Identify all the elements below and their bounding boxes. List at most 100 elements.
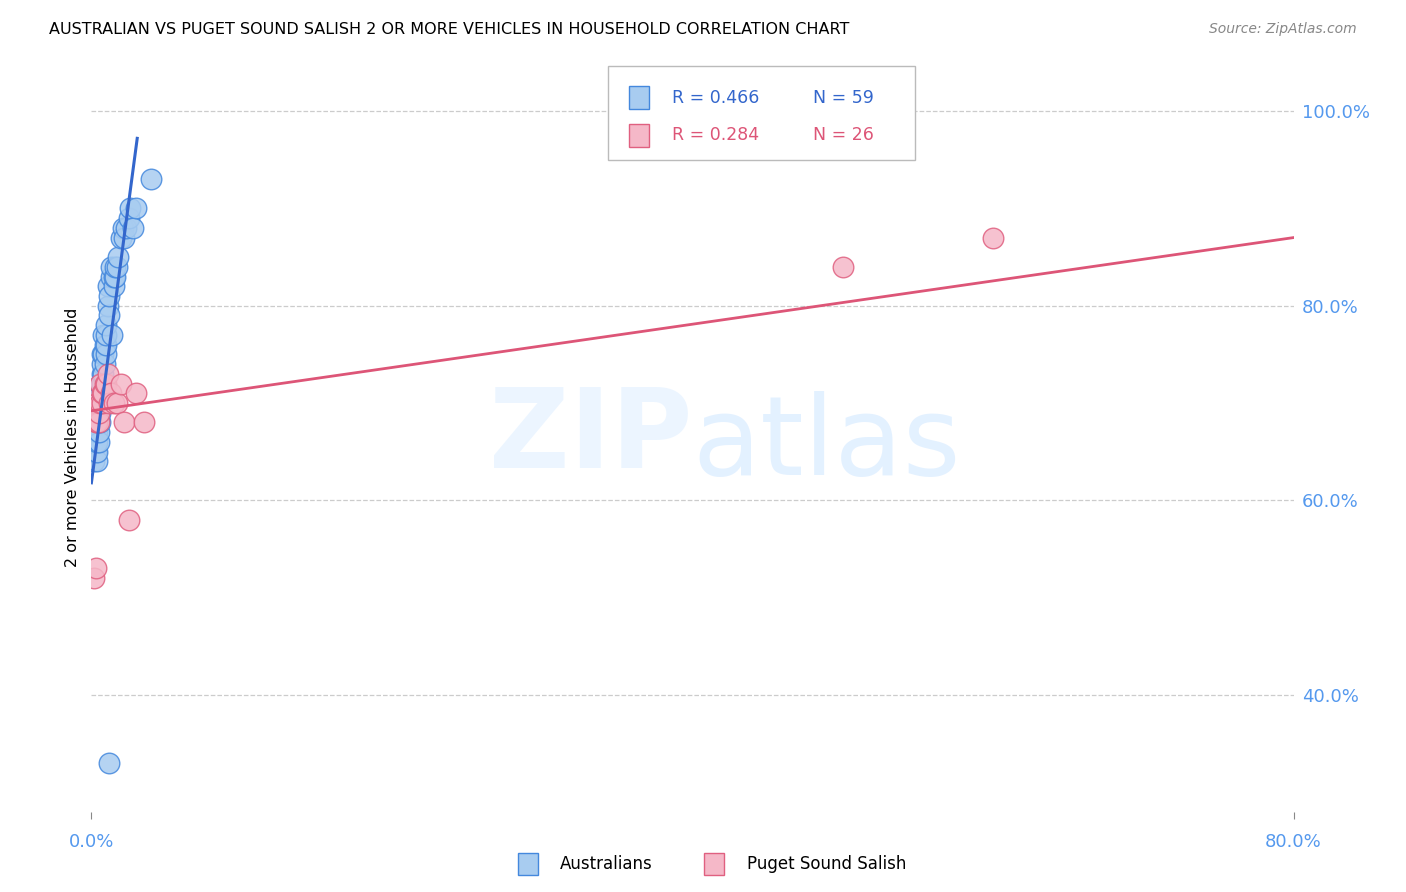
Point [94,337,117,351]
Point [87,416,110,430]
Point [90,357,112,371]
Point [86,454,108,468]
Point [86,425,108,440]
Point [122,220,145,235]
Point [90,347,112,361]
Point [98,396,121,410]
Point [96,376,118,391]
Point [125,202,148,216]
Bar [704,853,724,875]
Text: 80.0%: 80.0% [1265,833,1322,851]
Point [87,434,110,449]
Point [83,444,105,458]
Point [86,416,108,430]
Point [86,434,108,449]
Point [90,367,112,381]
Point [104,269,127,284]
Point [105,396,128,410]
Point [87,425,110,440]
Text: AUSTRALIAN VS PUGET SOUND SALISH 2 OR MORE VEHICLES IN HOUSEHOLD CORRELATION CHA: AUSTRALIAN VS PUGET SOUND SALISH 2 OR MO… [49,22,849,37]
Point [96,347,118,361]
Point [87,416,110,430]
Point [94,376,117,391]
Point [96,318,118,333]
Point [83,571,105,585]
Point [100,386,122,401]
Point [93,386,115,401]
Point [84,425,107,440]
Point [84,561,107,575]
Point [110,376,132,391]
Point [98,289,121,303]
Point [114,416,136,430]
Bar [519,853,538,875]
Point [98,756,121,770]
Point [84,416,107,430]
Text: ZIP: ZIP [489,384,692,491]
Point [141,172,163,186]
Point [93,327,115,342]
Point [84,406,107,420]
Point [89,376,111,391]
Text: R = 0.284: R = 0.284 [672,127,759,145]
Point [89,396,111,410]
Point [89,376,111,391]
Point [98,309,121,323]
FancyBboxPatch shape [609,66,915,160]
Point [86,444,108,458]
Text: Australians: Australians [560,855,652,873]
Point [132,416,155,430]
Point [90,386,112,401]
Text: R = 0.466: R = 0.466 [672,88,759,106]
Point [103,269,125,284]
Point [831,260,853,274]
Point [89,386,111,401]
Point [90,376,112,391]
Point [96,327,118,342]
Point [86,416,108,430]
Point [97,279,120,293]
Point [97,299,120,313]
Point [87,406,110,420]
Point [84,416,107,430]
Point [105,260,128,274]
Point [83,454,105,468]
Point [93,367,115,381]
Point [89,406,111,420]
Point [90,396,112,410]
Point [104,260,127,274]
Y-axis label: 2 or more Vehicles in Household: 2 or more Vehicles in Household [65,308,80,566]
Text: atlas: atlas [692,391,960,498]
Point [89,396,111,410]
Point [89,416,111,430]
Point [83,434,105,449]
Point [84,444,107,458]
Point [115,220,138,235]
Point [96,337,118,351]
Point [100,260,122,274]
Point [111,220,134,235]
Text: 0.0%: 0.0% [69,833,114,851]
Point [101,327,124,342]
Point [84,434,107,449]
Point [103,396,125,410]
Point [103,279,125,293]
Point [110,230,132,244]
Point [120,202,142,216]
Point [118,513,141,527]
Point [97,367,120,381]
Bar [628,124,648,146]
Point [114,230,136,244]
Text: N = 26: N = 26 [813,127,873,145]
Text: N = 59: N = 59 [813,88,873,106]
Point [86,396,108,410]
Point [94,357,117,371]
Point [93,347,115,361]
Point [118,211,141,226]
Point [100,269,122,284]
Text: Puget Sound Salish: Puget Sound Salish [747,855,905,873]
Point [107,250,129,264]
Point [981,230,1004,244]
Point [125,386,148,401]
Point [87,406,110,420]
